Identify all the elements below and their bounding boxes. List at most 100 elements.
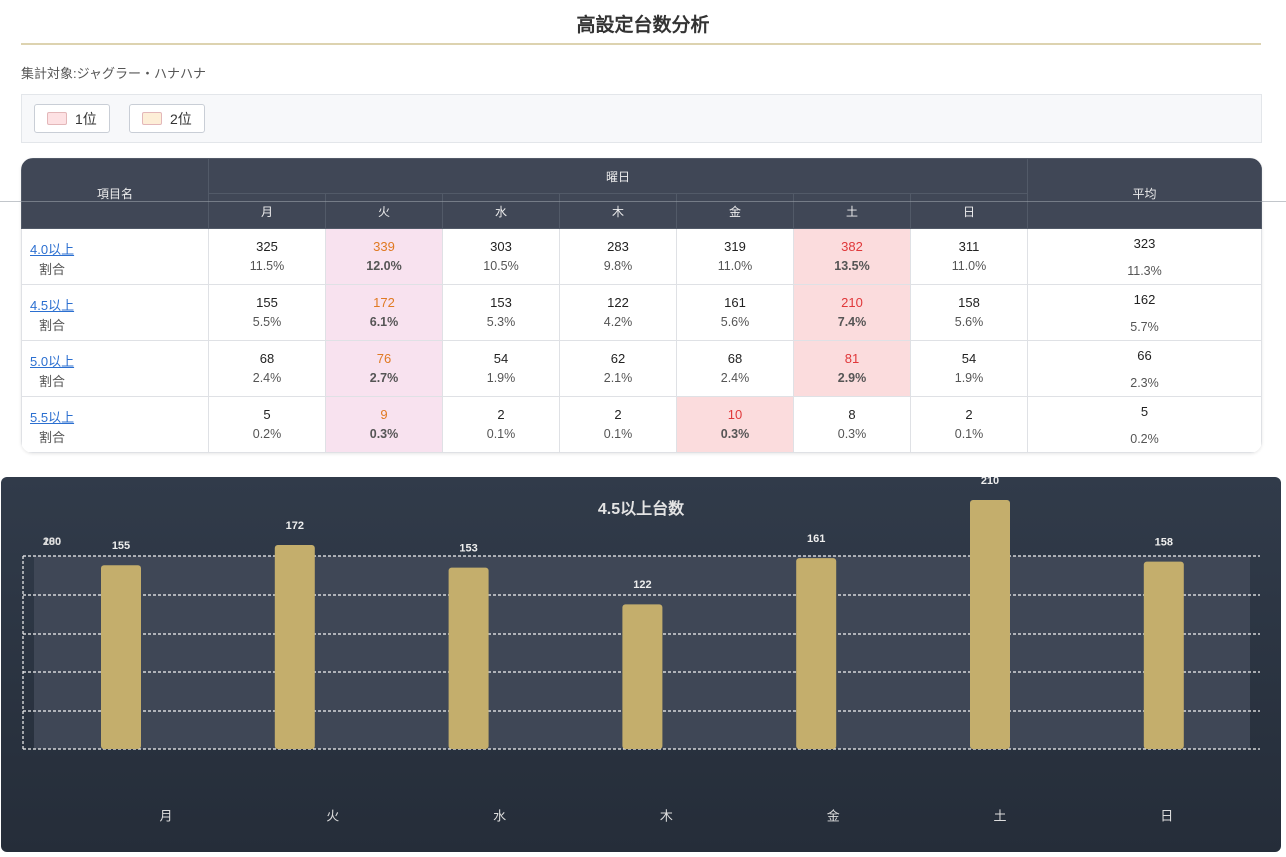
count: 161	[724, 295, 746, 310]
divider	[21, 43, 1261, 45]
bar	[274, 545, 315, 749]
data-row: 4.0以上 割合 325 11.5% 339 12.0% 303 10.5% 283 9.8% 31…	[21, 228, 1262, 285]
data-row: 4.5以上 割合 155 5.5% 172 6.1% 153 5.3% 122 4.2% 161 5.…	[21, 284, 1262, 341]
plot-frame	[22, 555, 1260, 750]
cell: 283 9.8%	[559, 228, 677, 285]
value-label: 122	[633, 579, 651, 591]
percent: 7.4%	[837, 315, 867, 329]
avg-count: 162	[1133, 292, 1156, 307]
avg-cell: 5 0.2%	[1027, 396, 1262, 453]
cell: 319 11.0%	[676, 228, 794, 285]
count: 122	[607, 295, 629, 310]
count: 54	[961, 351, 977, 366]
percent: 0.1%	[603, 427, 633, 441]
header-cell: 水	[442, 193, 560, 229]
x-tick-label: 水	[493, 808, 506, 823]
row-sub: 割合	[39, 374, 66, 389]
value-label: 161	[807, 533, 825, 545]
header-cell: 火	[325, 193, 443, 229]
avg-count: 323	[1133, 236, 1156, 251]
header-row: 月火水木金土日	[22, 193, 1262, 229]
name-cell: 4.5以上 割合	[21, 284, 209, 341]
count: 2	[497, 407, 505, 422]
percent: 10.5%	[483, 259, 519, 273]
legend-swatch	[142, 112, 162, 125]
count: 68	[259, 351, 275, 366]
cell: 8 0.3%	[793, 396, 911, 453]
cell: 153 5.3%	[442, 284, 560, 341]
data-row: 5.5以上 割合 5 0.2% 9 0.3% 2 0.1% 2 0.1% 10 0.3% 8 0.3% 2 0…	[21, 396, 1262, 453]
count: 81	[844, 351, 860, 366]
percent: 5.6%	[720, 315, 750, 329]
row-link[interactable]: 5.0以上	[30, 354, 75, 369]
percent: 2.4%	[252, 371, 282, 385]
legend: 1位 2位	[21, 94, 1262, 143]
row-link[interactable]: 4.0以上	[30, 242, 75, 257]
name-cell: 4.0以上割合	[21, 228, 209, 285]
cell: 210 7.4%	[793, 284, 911, 341]
percent: 0.3%	[369, 427, 399, 441]
x-tick-label: 月	[159, 808, 172, 823]
cell: 62 2.1%	[559, 340, 677, 397]
cell: 54 1.9%	[910, 340, 1028, 397]
count: 8	[848, 407, 856, 422]
header-cell: 木	[559, 193, 677, 229]
cell: 5 0.2%	[208, 396, 326, 453]
header-cell: 月	[208, 193, 326, 229]
row-link[interactable]: 5.5以上	[30, 410, 75, 425]
percent: 5.6%	[954, 315, 984, 329]
legend-item[interactable]: 2位	[129, 104, 205, 133]
x-tick-label: 火	[326, 808, 339, 823]
percent: 12.0%	[366, 259, 402, 273]
avg-cell: 323 11.3%	[1027, 228, 1262, 285]
y-tick-label: 180	[43, 536, 61, 548]
bar	[796, 558, 837, 749]
count: 76	[376, 351, 392, 366]
avg-count: 66	[1137, 348, 1152, 363]
name-cell: 5.5以上 割合	[21, 396, 209, 453]
cell: 10 0.3%	[676, 396, 794, 453]
percent: 5.5%	[252, 315, 282, 329]
data-table: 項目名 曜日 平均月火水木金土日 4.0以上 割合 325 11.5% 339 12.0% 303…	[21, 158, 1262, 453]
row-sub: 割合	[39, 262, 66, 277]
row-link[interactable]: 4.5以上	[30, 298, 75, 313]
avg-count: 5	[1140, 404, 1149, 419]
percent: 2.9%	[837, 371, 867, 385]
count: 153	[490, 295, 512, 310]
avg-percent: 2.3%	[1130, 376, 1159, 390]
percent: 1.9%	[486, 371, 516, 385]
bar	[622, 604, 663, 749]
count: 283	[607, 239, 629, 254]
legend-item[interactable]: 1位	[34, 104, 110, 133]
x-tick-label: 日	[1160, 808, 1173, 823]
cell: 158 5.6%	[910, 284, 1028, 341]
bar	[448, 567, 489, 749]
x-tick-label: 金	[827, 808, 840, 823]
data-row: 5.0以上 割合 68 2.4% 76 2.7% 54 1.9% 62 2.1% 68 2.4% 81 2…	[21, 340, 1262, 397]
cell: 172 6.1%	[325, 284, 443, 341]
bar	[101, 565, 141, 749]
x-tick-label: 木	[660, 808, 673, 823]
count: 339	[373, 239, 395, 254]
percent: 2.1%	[603, 371, 633, 385]
cell: 161 5.6%	[676, 284, 794, 341]
percent: 0.2%	[252, 427, 282, 441]
count: 311	[958, 239, 980, 254]
cell: 2 0.1%	[910, 396, 1028, 453]
chart-title: 4.5以上台数	[598, 499, 685, 518]
divider	[0, 201, 1286, 202]
count: 210	[841, 295, 863, 310]
avg-cell: 162 5.7%	[1027, 284, 1262, 341]
count: 5	[263, 407, 271, 422]
header-cell: 項目名	[21, 158, 209, 229]
percent: 9.8%	[603, 259, 633, 273]
cell: 81 2.9%	[793, 340, 911, 397]
name-cell: 5.0以上割合	[21, 340, 209, 397]
cell: 339 12.0%	[325, 228, 443, 285]
cell: 325 11.5%	[208, 228, 326, 285]
count: 2	[614, 407, 622, 422]
page-title: 高設定台数分析	[576, 15, 710, 36]
percent: 4.2%	[603, 315, 633, 329]
value-label: 153	[459, 542, 477, 554]
percent: 0.1%	[954, 427, 984, 441]
